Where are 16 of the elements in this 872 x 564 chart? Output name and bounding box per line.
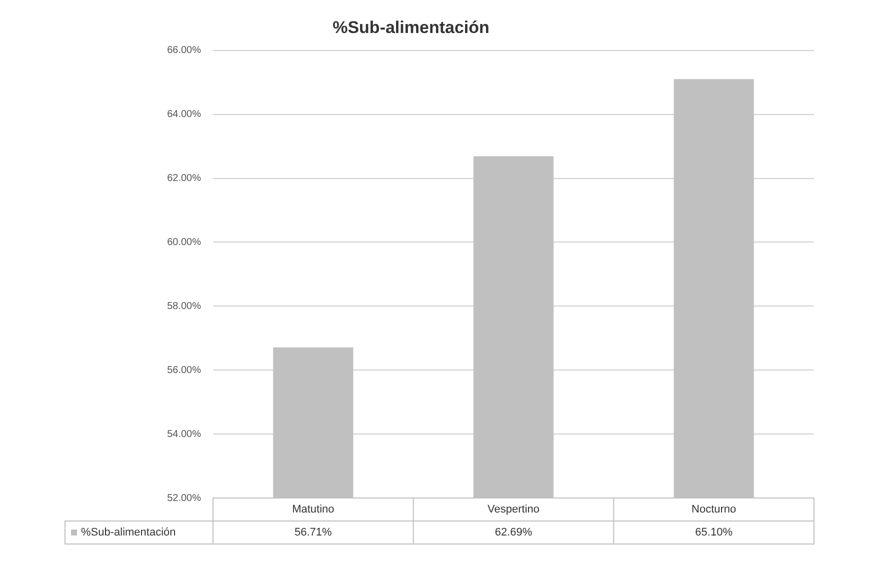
y-tick-label: 66.00%	[167, 45, 202, 56]
y-tick-label: 60.00%	[167, 236, 202, 248]
x-tick-label: Matutino	[292, 504, 334, 516]
x-tick-label: Vespertino	[488, 504, 540, 516]
legend-label: %Sub-alimentación	[81, 526, 176, 539]
y-tick-label: 58.00%	[167, 300, 202, 312]
data-label: 65.10%	[695, 526, 733, 539]
x-tick-label: Nocturno	[692, 504, 736, 516]
y-tick-label: 64.00%	[167, 109, 202, 120]
y-tick-label: 62.00%	[167, 173, 202, 184]
y-tick-label: 52.00%	[167, 492, 202, 504]
y-tick-label: 56.00%	[167, 364, 202, 376]
chart-title: %Sub-alimentación	[332, 18, 490, 37]
y-tick-label: 54.00%	[167, 428, 202, 440]
data-label: 56.71%	[294, 526, 332, 539]
data-label: 62.69%	[494, 526, 532, 539]
